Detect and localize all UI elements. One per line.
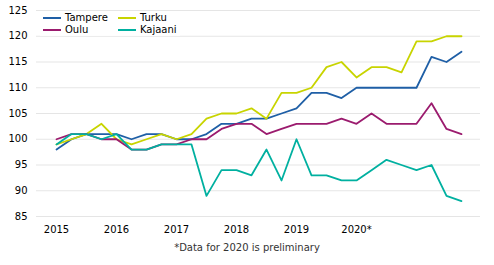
html-text:Oulu: Oulu — [65, 24, 89, 35]
svg-text:105: 105 — [8, 108, 27, 119]
svg-text:115: 115 — [8, 56, 27, 67]
svg-text:100: 100 — [8, 133, 27, 144]
html-text:Tampere: Tampere — [65, 12, 108, 23]
svg-text:2019: 2019 — [284, 224, 309, 235]
svg-text:125: 125 — [8, 5, 27, 16]
html-text:Turku: Turku — [139, 12, 167, 23]
html-text:Kajaani: Kajaani — [139, 24, 177, 35]
svg-text:2016: 2016 — [104, 224, 129, 235]
svg-text:95: 95 — [15, 159, 28, 170]
svg-text:90: 90 — [15, 185, 28, 196]
svg-text:2020*: 2020* — [341, 224, 371, 235]
svg-text:2015: 2015 — [44, 224, 69, 235]
svg-text:2017: 2017 — [164, 224, 189, 235]
html-text:*Data for 2020 is preliminary: *Data for 2020 is preliminary — [174, 242, 320, 253]
svg-text:120: 120 — [8, 30, 27, 41]
svg-text:110: 110 — [8, 82, 27, 93]
svg-text:85: 85 — [15, 211, 28, 222]
svg-text:2018: 2018 — [224, 224, 249, 235]
